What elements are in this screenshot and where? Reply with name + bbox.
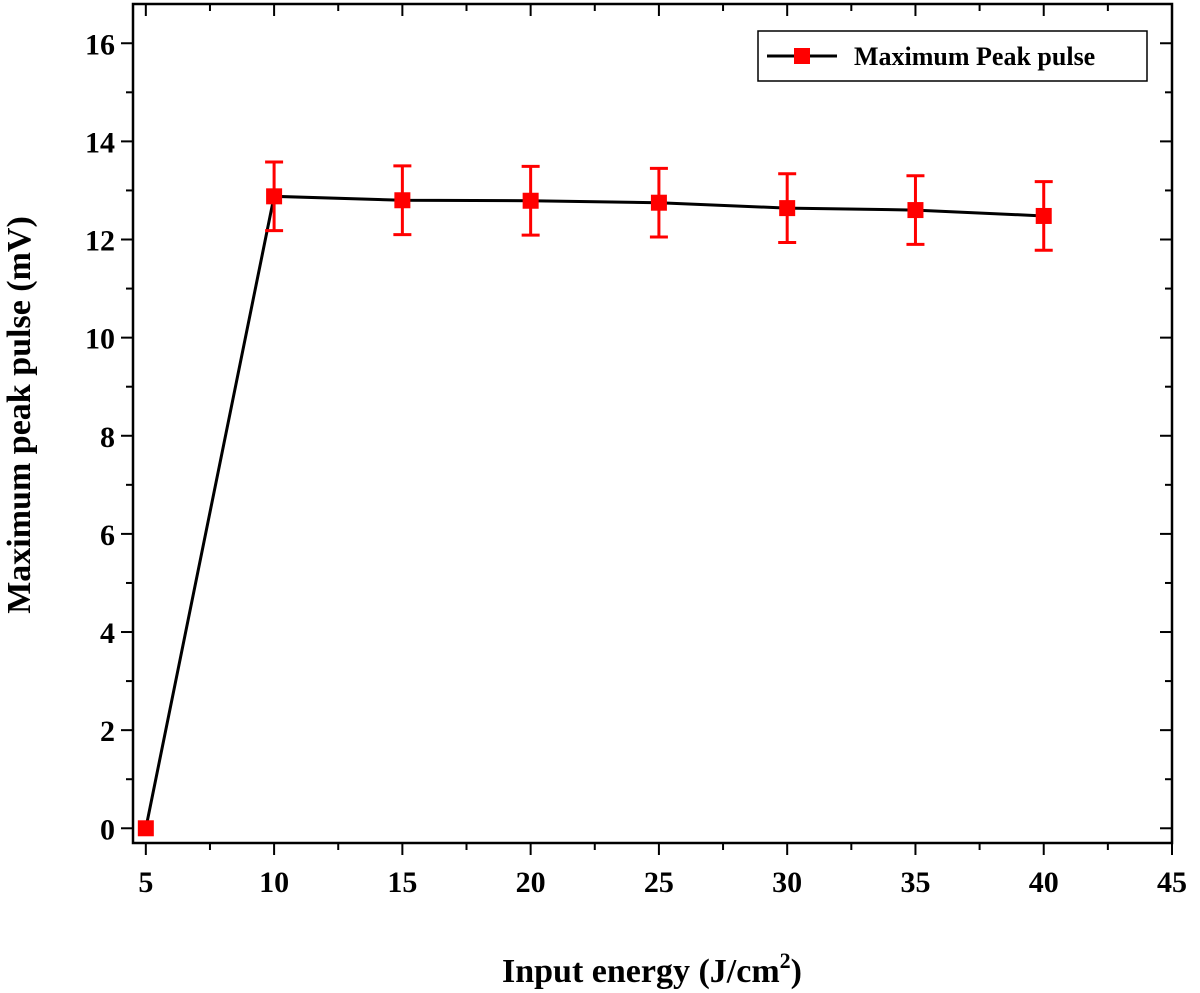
series-layer [137, 160, 1053, 837]
x-tick-label: 10 [259, 866, 289, 899]
y-tick-label: 14 [85, 126, 115, 159]
plot-frame [131, 2, 1174, 845]
y-tick-label: 2 [100, 715, 115, 748]
x-axis-label-sup: 2 [780, 948, 791, 973]
x-tick-label: 35 [900, 866, 930, 899]
y-tick-label: 8 [100, 421, 115, 454]
data-point [779, 200, 796, 217]
data-point [137, 820, 154, 837]
x-tick-label: 15 [387, 866, 417, 899]
y-tick-label: 4 [100, 617, 115, 650]
data-point [394, 192, 411, 209]
series-line [144, 194, 1044, 829]
y-tick-label: 16 [85, 28, 115, 61]
x-axis-label: Input energy (J/cm2) [502, 948, 802, 990]
legend: Maximum Peak pulse [757, 30, 1148, 82]
x-tick-label: 20 [516, 866, 546, 899]
legend-marker-sample [794, 48, 810, 64]
x-tick-label: 30 [772, 866, 802, 899]
x-tick-label: 5 [138, 866, 153, 899]
legend-label: Maximum Peak pulse [854, 42, 1095, 71]
y-axis-label: Maximum peak pulse (mV) [1, 216, 38, 614]
x-tick-label: 25 [644, 866, 674, 899]
data-point [650, 194, 667, 211]
data-point [1035, 207, 1052, 224]
x-tick-label: 40 [1029, 866, 1059, 899]
y-tick-label: 12 [85, 225, 115, 258]
y-tick-label: 6 [100, 519, 115, 552]
x-axis-label-main: Input energy (J/cm [502, 953, 780, 990]
x-axis-label-end: ) [791, 953, 802, 990]
data-point [266, 188, 283, 205]
y-tick-label: 10 [85, 323, 115, 356]
y-tick-label: 0 [100, 813, 115, 846]
x-tick-label: 45 [1157, 866, 1187, 899]
data-point [907, 202, 924, 219]
axis-ticks: 5 10 15 20 25 30 35 40 45 0 2 4 6 8 10 12 14 16 [85, 4, 1187, 899]
data-point [522, 192, 539, 209]
